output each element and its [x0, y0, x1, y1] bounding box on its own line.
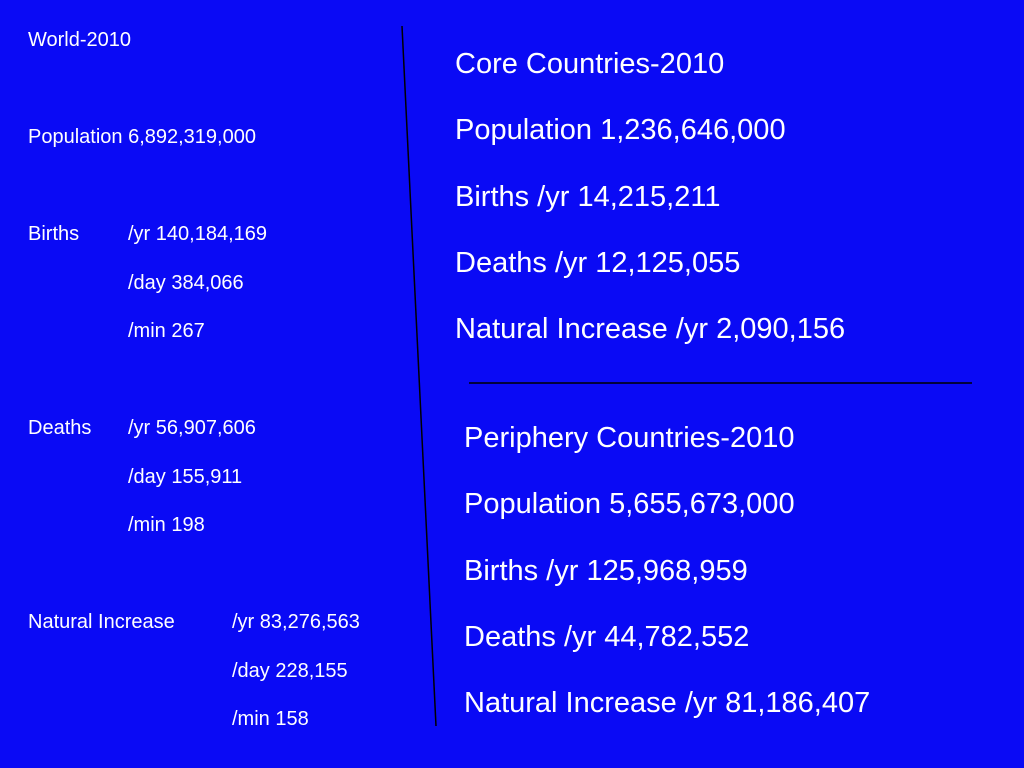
core-title: Core Countries-2010 — [455, 48, 725, 80]
world-births-per-min: /min 267 — [128, 320, 205, 342]
core-births: Births /yr 14,215,211 — [455, 181, 721, 213]
world-title: World-2010 — [28, 29, 132, 51]
world-deaths-per-min: /min 198 — [128, 514, 205, 536]
periphery-deaths: Deaths /yr 44,782,552 — [464, 621, 750, 653]
world-natural-increase-per-day: /day 228,155 — [232, 660, 348, 682]
periphery-births: Births /yr 125,968,959 — [464, 555, 748, 587]
periphery-title: Periphery Countries-2010 — [464, 422, 795, 454]
world-births-per-year: /yr 140,184,169 — [128, 223, 267, 245]
world-deaths-label: Deaths — [28, 417, 92, 439]
world-deaths-per-year: /yr 56,907,606 — [128, 417, 256, 439]
vertical-divider — [401, 25, 437, 727]
world-deaths-per-day: /day 155,911 — [128, 466, 243, 488]
periphery-natural-increase: Natural Increase /yr 81,186,407 — [464, 687, 871, 719]
periphery-population: Population 5,655,673,000 — [464, 488, 795, 520]
world-natural-increase-label: Natural Increase — [28, 611, 175, 633]
core-deaths: Deaths /yr 12,125,055 — [455, 247, 741, 279]
world-population: Population 6,892,319,000 — [28, 126, 256, 148]
world-births-per-day: /day 384,066 — [128, 272, 244, 294]
world-natural-increase-per-min: /min 158 — [232, 708, 309, 730]
core-population: Population 1,236,646,000 — [455, 114, 786, 146]
world-natural-increase-per-year: /yr 83,276,563 — [232, 611, 360, 633]
world-births-label: Births — [28, 223, 80, 245]
core-natural-increase: Natural Increase /yr 2,090,156 — [455, 313, 846, 345]
